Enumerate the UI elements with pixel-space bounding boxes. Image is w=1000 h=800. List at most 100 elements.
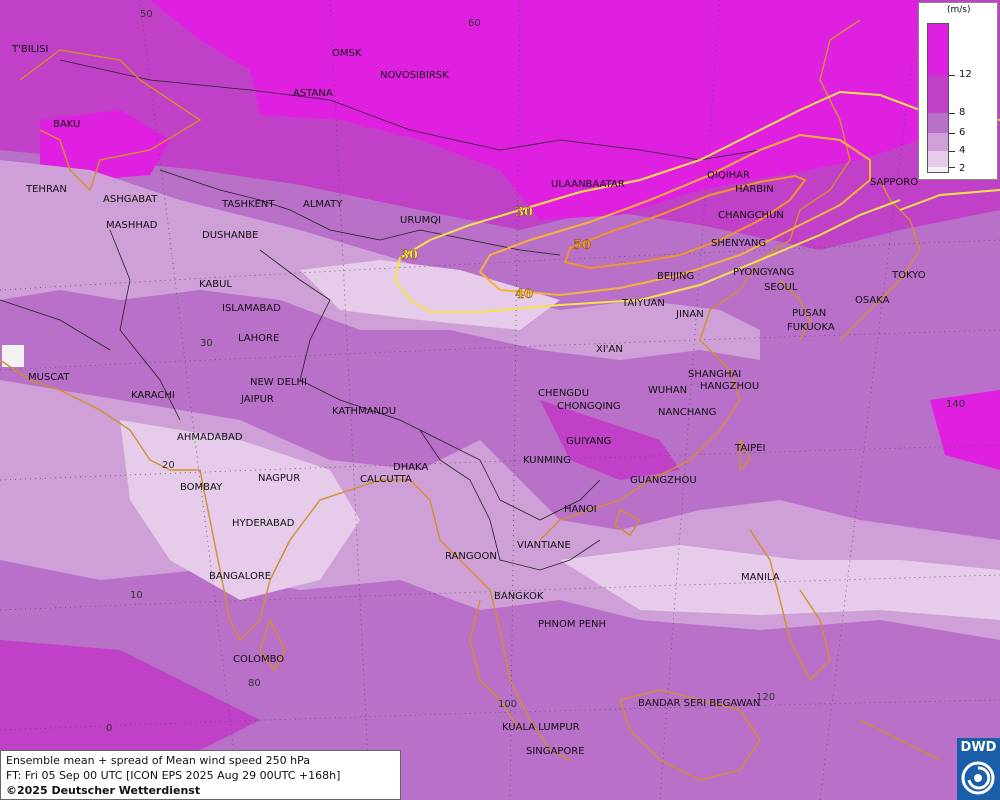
city-label: PHNOM PENH (538, 619, 606, 630)
city-label: PYONGYANG (733, 267, 794, 278)
legend-tick-label: 2 (959, 163, 966, 174)
city-label: NAGPUR (258, 473, 300, 484)
city-label: BANGKOK (494, 591, 544, 602)
city-label: CHONGQING (557, 401, 621, 412)
contour-label: 50 (573, 238, 591, 253)
city-label: SAPPORO (870, 177, 918, 188)
city-label: FUKUOKA (787, 322, 835, 333)
legend-tick-label: 12 (959, 69, 972, 80)
contour-30-east (899, 189, 1000, 211)
wind-contours (393, 90, 1000, 313)
legend-unit: (m/s) (947, 5, 971, 15)
city-label: OSAKA (855, 295, 890, 306)
city-label: LAHORE (238, 333, 279, 344)
dwd-logo-text: DWD (960, 740, 997, 755)
city-label: XI'AN (596, 344, 623, 355)
city-label: NEW DELHI (250, 377, 307, 388)
legend-swatch (927, 133, 949, 151)
city-label: SINGAPORE (526, 746, 585, 757)
spread-area-very-high-west (40, 110, 170, 180)
city-label: ISLAMABAD (222, 303, 281, 314)
city-label: KABUL (199, 279, 232, 290)
grid-labels: 50 60 30 20 10 80 0 100 140 120 (106, 9, 965, 734)
spread-area-lowest-spot (2, 345, 24, 367)
city-label: HYDERABAD (232, 518, 295, 529)
city-label: PUSAN (792, 308, 826, 319)
grid-label: 30 (200, 338, 213, 349)
color-legend: (m/s) 12 8 6 4 2 (918, 2, 998, 180)
city-label: SHANGHAI (688, 369, 741, 380)
legend-tick-label: 4 (959, 145, 966, 156)
city-label: WUHAN (648, 385, 687, 396)
city-label: SHENYANG (711, 238, 766, 249)
city-label: URUMQI (400, 215, 441, 226)
grid-label: 10 (130, 590, 143, 601)
spread-area-very-high-north (150, 0, 920, 220)
swirl-icon (961, 761, 995, 795)
info-box: Ensemble mean + spread of Mean wind spee… (0, 750, 401, 800)
map-title: Ensemble mean + spread of Mean wind spee… (6, 754, 310, 767)
city-label: BAKU (53, 119, 80, 130)
grid-label: 0 (106, 723, 112, 734)
city-label: ASTANA (293, 88, 333, 99)
city-label: NANCHANG (658, 407, 716, 418)
legend-swatch (927, 151, 949, 167)
city-label: RANGOON (445, 551, 497, 562)
spread-area-high-china (540, 400, 680, 480)
spread-area-lowest-china (300, 260, 560, 330)
city-label: ULAANBAATAR (551, 179, 625, 190)
contour-label: 30 (515, 205, 533, 220)
contour-labels: 30 30 40 50 (400, 205, 591, 302)
grid-label: 140 (946, 399, 965, 410)
grid-label: 100 (498, 699, 517, 710)
city-label: TAIYUAN (621, 298, 665, 309)
spread-area-lowest-sea (560, 545, 1000, 620)
city-label: TAIPEI (734, 443, 765, 454)
city-label: ASHGABAT (103, 194, 158, 205)
country-borders (0, 59, 761, 571)
city-label: CALCUTTA (360, 474, 412, 485)
legend-tick-label: 8 (959, 107, 966, 118)
city-label: KARACHI (131, 390, 175, 401)
city-label: HARBIN (735, 184, 774, 195)
city-label: TASHKENT (221, 199, 275, 210)
city-label: ALMATY (303, 199, 343, 210)
city-label: HANOI (564, 504, 597, 515)
grid-label: 20 (162, 460, 175, 471)
grid-label: 80 (248, 678, 261, 689)
spread-area-very-high-east (930, 390, 1000, 470)
grid-label: 120 (756, 692, 775, 703)
city-label: GUANGZHOU (630, 475, 697, 486)
city-label: BANDAR SERI BEGAWAN (638, 698, 760, 709)
city-label: BOMBAY (180, 482, 223, 493)
city-label: MUSCAT (28, 372, 70, 383)
city-label: CHENGDU (538, 388, 589, 399)
spread-area-lowest-india (120, 420, 360, 600)
city-label: JINAN (675, 309, 704, 320)
contour-50 (563, 174, 807, 270)
city-label: KATHMANDU (332, 406, 396, 417)
city-label: SEOUL (764, 282, 798, 293)
city-label: BANGALORE (209, 571, 271, 582)
city-label: DUSHANBE (202, 230, 258, 241)
contour-40 (478, 133, 871, 297)
city-label: MASHHAD (106, 220, 158, 231)
legend-swatch (927, 23, 949, 75)
legend-swatch (927, 113, 949, 133)
copyright: ©2025 Deutscher Wetterdienst (6, 784, 201, 797)
grid-label: 50 (140, 9, 153, 20)
city-label: DHAKA (393, 462, 428, 473)
legend-tick-label: 6 (959, 127, 966, 138)
city-label: CHANGCHUN (718, 210, 784, 221)
city-label: VIANTIANE (517, 540, 571, 551)
city-label: T'BILISI (11, 44, 48, 55)
contour-30 (393, 90, 1000, 313)
legend-swatch (927, 75, 949, 113)
city-labels: OMSK NOVOSIBIRSK ASTANA T'BILISI BAKU TE… (11, 44, 926, 757)
city-label: HANGZHOU (700, 381, 759, 392)
contour-label: 40 (515, 287, 533, 302)
dwd-logo: DWD (957, 738, 1000, 800)
city-label: OMSK (332, 48, 362, 59)
city-label: AHMADABAD (177, 432, 243, 443)
coastlines (0, 19, 941, 781)
